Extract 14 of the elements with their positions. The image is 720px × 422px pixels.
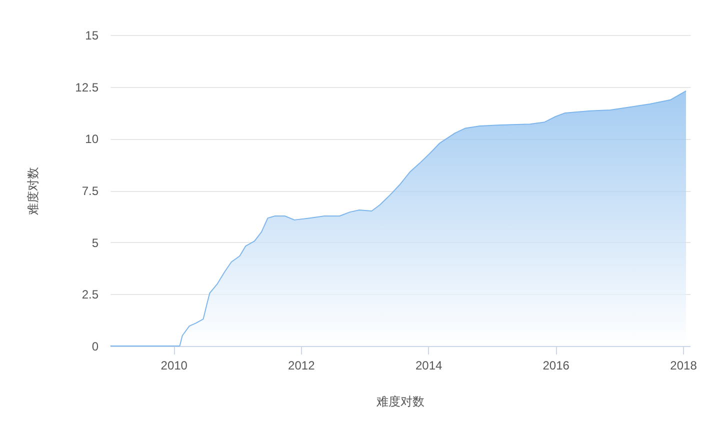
- y-axis-title: 难度对数: [26, 167, 40, 216]
- y-tick-label: 5: [92, 236, 99, 250]
- y-tick-label: 7.5: [82, 184, 99, 198]
- y-tick-label: 12.5: [75, 80, 99, 94]
- x-axis-title: 难度对数: [376, 394, 424, 408]
- y-tick-label: 2.5: [82, 288, 99, 302]
- y-tick-label: 0: [92, 340, 99, 354]
- x-tick-label: 2010: [160, 358, 188, 372]
- x-tick-label: 2018: [670, 358, 698, 372]
- x-tick-label: 2016: [542, 358, 570, 372]
- x-tick-label: 2014: [415, 358, 442, 372]
- y-tick-label: 15: [85, 28, 99, 42]
- y-tick-label: 10: [85, 132, 99, 146]
- x-tick-label: 2012: [288, 358, 316, 372]
